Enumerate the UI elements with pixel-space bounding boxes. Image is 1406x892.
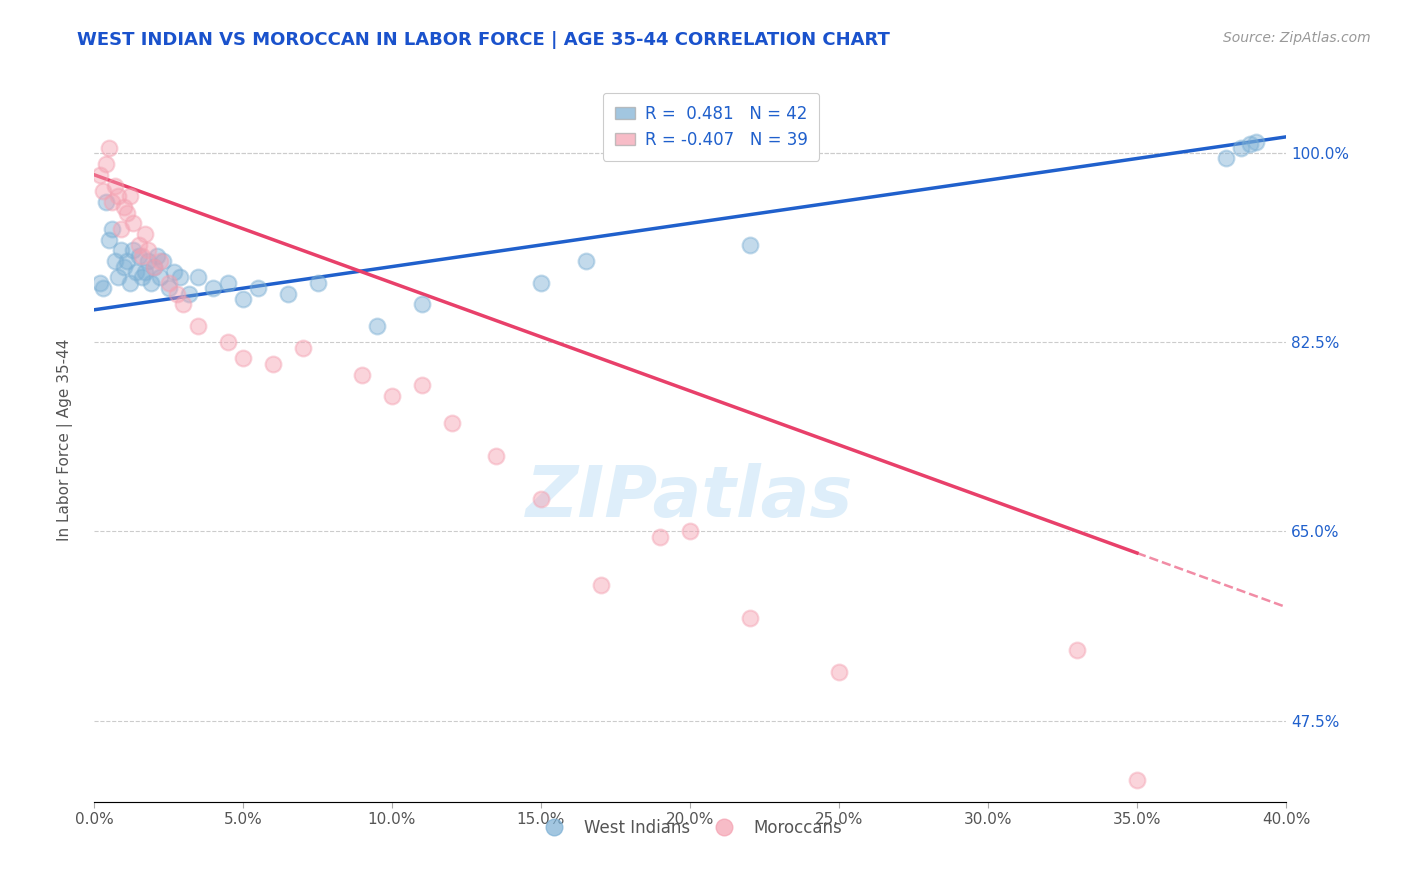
Point xyxy=(112,260,135,274)
Point xyxy=(91,184,114,198)
Point xyxy=(232,351,254,366)
Point xyxy=(142,260,165,274)
Point xyxy=(738,238,761,252)
Point xyxy=(97,233,120,247)
Point xyxy=(121,244,143,258)
Point xyxy=(148,254,170,268)
Point xyxy=(1066,643,1088,657)
Point xyxy=(172,297,194,311)
Point xyxy=(1244,136,1267,150)
Point xyxy=(157,281,180,295)
Point xyxy=(163,265,186,279)
Point xyxy=(1215,152,1237,166)
Point xyxy=(94,194,117,209)
Point xyxy=(411,378,433,392)
Point xyxy=(650,530,672,544)
Point xyxy=(232,292,254,306)
Point xyxy=(115,205,138,219)
Point xyxy=(121,216,143,230)
Point xyxy=(110,221,132,235)
Y-axis label: In Labor Force | Age 35-44: In Labor Force | Age 35-44 xyxy=(58,338,73,541)
Point xyxy=(118,189,141,203)
Point xyxy=(134,265,156,279)
Point xyxy=(101,194,124,209)
Point xyxy=(366,318,388,333)
Point xyxy=(148,270,170,285)
Point xyxy=(157,276,180,290)
Point xyxy=(91,281,114,295)
Point xyxy=(679,524,702,539)
Point xyxy=(101,221,124,235)
Point xyxy=(1230,141,1253,155)
Point xyxy=(94,157,117,171)
Point xyxy=(179,286,201,301)
Point xyxy=(139,276,162,290)
Point xyxy=(107,270,129,285)
Point xyxy=(440,417,463,431)
Text: Source: ZipAtlas.com: Source: ZipAtlas.com xyxy=(1223,31,1371,45)
Point xyxy=(530,276,553,290)
Text: ZIPatlas: ZIPatlas xyxy=(526,463,853,532)
Point xyxy=(115,254,138,268)
Point xyxy=(118,276,141,290)
Point xyxy=(187,270,209,285)
Point xyxy=(145,249,167,263)
Point xyxy=(112,200,135,214)
Point xyxy=(89,276,111,290)
Point xyxy=(277,286,299,301)
Point xyxy=(485,449,508,463)
Point xyxy=(131,270,153,285)
Point xyxy=(128,238,150,252)
Point xyxy=(1239,137,1261,152)
Point xyxy=(166,286,188,301)
Text: WEST INDIAN VS MOROCCAN IN LABOR FORCE | AGE 35-44 CORRELATION CHART: WEST INDIAN VS MOROCCAN IN LABOR FORCE |… xyxy=(77,31,890,49)
Point xyxy=(128,249,150,263)
Point xyxy=(262,357,284,371)
Point xyxy=(89,168,111,182)
Point xyxy=(381,389,404,403)
Point xyxy=(530,491,553,506)
Point xyxy=(246,281,269,295)
Point xyxy=(110,244,132,258)
Point xyxy=(134,227,156,242)
Point xyxy=(307,276,329,290)
Point xyxy=(202,281,225,295)
Point xyxy=(411,297,433,311)
Point xyxy=(152,254,174,268)
Legend: West Indians, Moroccans: West Indians, Moroccans xyxy=(531,813,849,844)
Point xyxy=(217,335,239,350)
Point xyxy=(97,141,120,155)
Point xyxy=(136,254,159,268)
Point xyxy=(104,178,127,193)
Point xyxy=(291,341,314,355)
Point xyxy=(125,265,148,279)
Point xyxy=(169,270,191,285)
Point xyxy=(352,368,374,382)
Point xyxy=(136,244,159,258)
Point xyxy=(575,254,598,268)
Point xyxy=(107,189,129,203)
Point xyxy=(104,254,127,268)
Point xyxy=(589,578,612,592)
Point xyxy=(828,665,851,679)
Point xyxy=(738,611,761,625)
Point xyxy=(217,276,239,290)
Point xyxy=(187,318,209,333)
Point xyxy=(142,260,165,274)
Point xyxy=(1126,772,1149,787)
Point xyxy=(131,249,153,263)
